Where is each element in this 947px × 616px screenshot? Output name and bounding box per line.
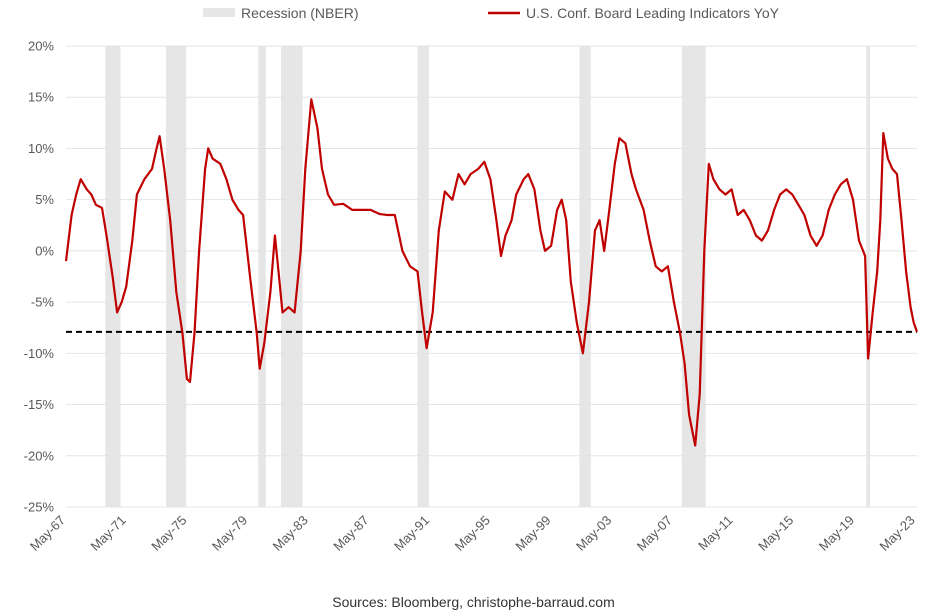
y-tick-label: -25% bbox=[24, 500, 55, 515]
x-tick-label: May-79 bbox=[209, 513, 250, 554]
gridlines bbox=[66, 45, 917, 508]
x-tick-label: May-83 bbox=[270, 513, 311, 554]
y-tick-label: 5% bbox=[35, 192, 54, 207]
y-tick-label: -10% bbox=[24, 346, 55, 361]
x-tick-label: May-03 bbox=[573, 513, 614, 554]
y-tick-label: 20% bbox=[28, 39, 54, 54]
legend-recession-label: Recession (NBER) bbox=[241, 5, 358, 21]
x-tick-label: May-95 bbox=[452, 513, 493, 554]
leading-indicators-line bbox=[64, 98, 919, 447]
source-note: Sources: Bloomberg, christophe-barraud.c… bbox=[332, 594, 615, 610]
x-tick-label: May-99 bbox=[512, 513, 553, 554]
x-tick-label: May-07 bbox=[634, 513, 675, 554]
legend: Recession (NBER) U.S. Conf. Board Leadin… bbox=[203, 5, 780, 21]
x-tick-label: May-67 bbox=[27, 513, 68, 554]
recession-band-3 bbox=[280, 46, 303, 507]
x-tick-label: May-23 bbox=[876, 513, 917, 554]
y-tick-label: -5% bbox=[31, 295, 55, 310]
x-tick-label: May-75 bbox=[148, 513, 189, 554]
y-tick-label: -20% bbox=[24, 448, 55, 463]
x-tick-label: May-19 bbox=[816, 513, 857, 554]
x-tick-label: May-11 bbox=[695, 513, 736, 554]
y-axis: 20% 15% 10% 5% 0% -5% -10% -15% -20% -25% bbox=[24, 39, 55, 515]
x-tick-label: May-71 bbox=[88, 513, 129, 554]
recession-band-7 bbox=[866, 46, 871, 507]
y-tick-label: -15% bbox=[24, 397, 55, 412]
y-tick-label: 10% bbox=[28, 141, 54, 156]
y-tick-label: 0% bbox=[35, 243, 54, 258]
x-tick-label: May-87 bbox=[330, 513, 371, 554]
x-tick-label: May-15 bbox=[755, 513, 796, 554]
x-axis: May-67 May-71 May-75 May-79 May-83 May-87 May-… bbox=[27, 513, 918, 554]
legend-recession-swatch bbox=[203, 8, 235, 17]
y-tick-label: 15% bbox=[28, 90, 54, 105]
x-tick-label: May-91 bbox=[391, 513, 432, 554]
recession-band-4 bbox=[417, 46, 429, 507]
recession-band-2 bbox=[258, 46, 266, 507]
recession-bands bbox=[105, 46, 871, 507]
recession-band-5 bbox=[579, 46, 591, 507]
legend-series-label: U.S. Conf. Board Leading Indicators YoY bbox=[526, 5, 780, 21]
